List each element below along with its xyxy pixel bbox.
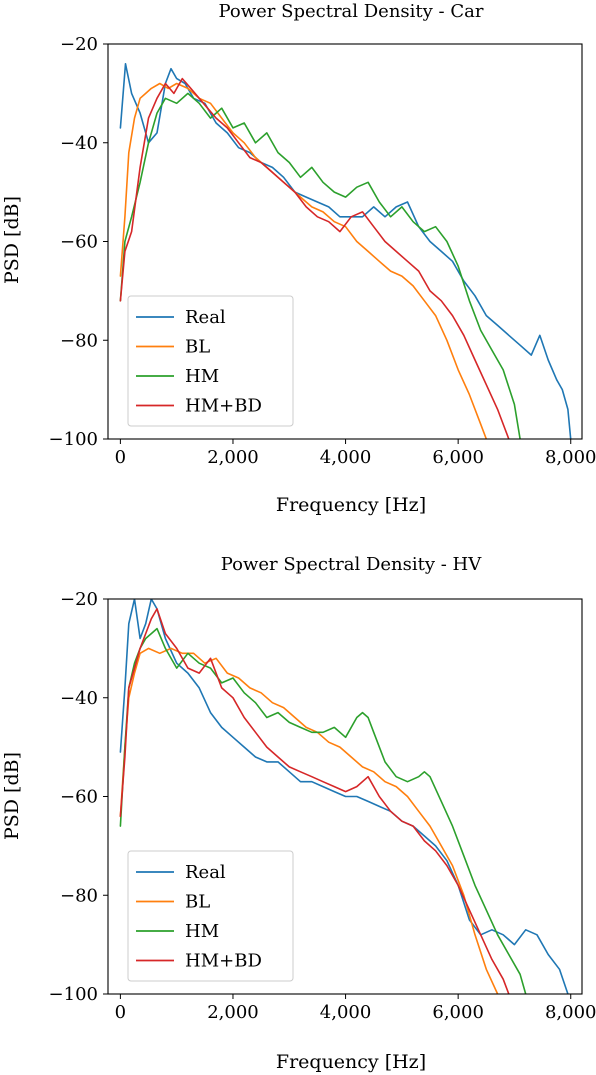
series-line-hm-bd	[119, 77, 510, 439]
legend-label: HM+BD	[185, 396, 262, 417]
series-line-real	[119, 62, 572, 439]
legend-box	[127, 850, 294, 982]
y-tick-label: −60	[60, 787, 98, 808]
y-tick-label: −20	[60, 34, 98, 55]
legend-label: HM+BD	[185, 951, 262, 972]
y-tick-label: −40	[60, 133, 98, 154]
x-tick-label: 6,000	[432, 1002, 484, 1023]
legend-label: Real	[185, 307, 226, 328]
x-tick-label: 6,000	[432, 447, 484, 468]
x-tick-label: 0	[115, 447, 126, 468]
y-tick-label: −80	[60, 330, 98, 351]
series-line-hm	[119, 627, 527, 994]
y-axis-label: PSD [dB]	[1, 752, 23, 840]
legend: Real BL HM HM+BD	[127, 295, 294, 427]
chart-title: Power Spectral Density - Car	[219, 1, 484, 22]
x-tick-label: 2,000	[207, 1002, 259, 1023]
legend: Real BL HM HM+BD	[127, 850, 294, 982]
y-tick-label: −20	[60, 589, 98, 610]
y-tick-label: −100	[49, 984, 98, 1005]
legend-label: HM	[185, 921, 219, 942]
x-tick-label: 8,000	[545, 447, 596, 468]
plot-area: 0 2,000 4,000 6,000 8,000 −20 −40 −60 −80 −100	[49, 589, 596, 1023]
y-tick-label: −100	[49, 429, 98, 450]
chart-title: Power Spectral Density - HV	[221, 554, 483, 575]
series-line-bl	[119, 647, 499, 994]
legend-box	[127, 295, 294, 427]
legend-label: Real	[185, 862, 226, 883]
psd-car-chart: Power Spectral Density - Car 0 2,000 4,000…	[1, 1, 596, 516]
y-tick-label: −60	[60, 232, 98, 253]
x-tick-label: 8,000	[545, 1002, 596, 1023]
legend-label: HM	[185, 366, 219, 387]
series-line-hm	[119, 92, 521, 439]
x-axis-label: Frequency [Hz]	[276, 494, 426, 516]
y-tick-label: −80	[60, 885, 98, 906]
legend-label: BL	[185, 337, 210, 358]
x-tick-label: 2,000	[207, 447, 259, 468]
x-axis-label: Frequency [Hz]	[276, 1051, 426, 1073]
legend-label: BL	[185, 892, 210, 913]
y-axis-label: PSD [dB]	[1, 196, 23, 284]
plot-area: 0 2,000 4,000 6,000 8,000 −20 −40 −60 −80 −100	[49, 34, 596, 468]
series-line-hm-bd	[119, 608, 510, 994]
psd-hv-chart: Power Spectral Density - HV 0 2,000 4,000 6…	[1, 554, 596, 1073]
x-tick-label: 0	[115, 1002, 126, 1023]
x-tick-label: 4,000	[320, 447, 372, 468]
y-tick-label: −40	[60, 688, 98, 709]
x-tick-label: 4,000	[320, 1002, 372, 1023]
